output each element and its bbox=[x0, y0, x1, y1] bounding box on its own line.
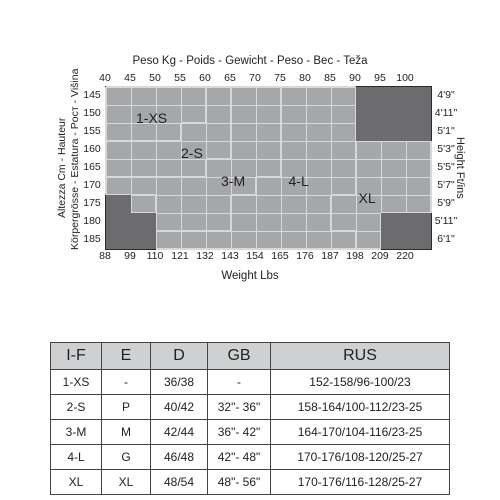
cm-tick: 145 bbox=[81, 89, 103, 101]
ft-tick: 5'3" bbox=[433, 143, 459, 155]
kg-tick: 50 bbox=[143, 72, 168, 84]
cm-tick: 155 bbox=[81, 125, 103, 137]
table-cell: 170-176/116-128/25-27 bbox=[271, 470, 450, 495]
table-cell: - bbox=[208, 370, 271, 395]
lbs-tick: 209 bbox=[368, 250, 393, 262]
lbs-tick: 165 bbox=[268, 250, 293, 262]
lbs-tick: 198 bbox=[343, 250, 368, 262]
conversion-table: I-F E D GB RUS 1-XS-36/38-152-158/96-100… bbox=[50, 342, 450, 495]
kg-tick: 75 bbox=[268, 72, 293, 84]
kg-tick: 65 bbox=[218, 72, 243, 84]
th-rus: RUS bbox=[271, 343, 450, 370]
table-header-row: I-F E D GB RUS bbox=[51, 343, 450, 370]
kg-tick: 45 bbox=[118, 72, 143, 84]
ft-tick: 6'1" bbox=[433, 233, 459, 245]
zone-label: XL bbox=[359, 190, 376, 206]
zone-cellblock bbox=[281, 87, 356, 177]
dead-zone bbox=[106, 195, 131, 249]
zone-label: 3-M bbox=[221, 173, 245, 189]
lbs-tick: 176 bbox=[293, 250, 318, 262]
cm-tick: 175 bbox=[81, 197, 103, 209]
table-cell: 2-S bbox=[51, 395, 102, 420]
chart-top-title: Peso Kg - Poids - Gewicht - Peso - Bec -… bbox=[0, 55, 500, 67]
table-cell: P bbox=[102, 395, 151, 420]
table-cell: 4-L bbox=[51, 445, 102, 470]
table-cell: 170-176/108-120/25-27 bbox=[271, 445, 450, 470]
th-d: D bbox=[151, 343, 208, 370]
kg-tick: 40 bbox=[93, 72, 118, 84]
kg-tick: 100 bbox=[393, 72, 418, 84]
table-cell: 164-170/104-116/23-25 bbox=[271, 420, 450, 445]
table-cell: 36/38 bbox=[151, 370, 208, 395]
table-row: XLXL48/5448"- 56"170-176/116-128/25-27 bbox=[51, 470, 450, 495]
cm-tick: 180 bbox=[81, 215, 103, 227]
table-cell: M bbox=[102, 420, 151, 445]
ft-tick: 5'1" bbox=[433, 125, 459, 137]
table-cell: 152-158/96-100/23 bbox=[271, 370, 450, 395]
cm-tick: 170 bbox=[81, 179, 103, 191]
table-cell: 48/54 bbox=[151, 470, 208, 495]
zone-label: 4-L bbox=[289, 173, 309, 189]
ft-tick: 4'9" bbox=[433, 89, 459, 101]
zone-cellblock bbox=[206, 87, 231, 141]
ft-tick: 5'7" bbox=[433, 179, 459, 191]
kg-tick: 80 bbox=[293, 72, 318, 84]
kg-tick: 60 bbox=[193, 72, 218, 84]
zone-cellblock bbox=[131, 195, 156, 213]
kg-tick: 90 bbox=[343, 72, 368, 84]
table-cell: XL bbox=[102, 470, 151, 495]
size-chart: 1-XS 2-S 3-M 4-L XL bbox=[105, 86, 432, 250]
table-cell: XL bbox=[51, 470, 102, 495]
zone-label: 2-S bbox=[181, 145, 203, 161]
cm-tick: 185 bbox=[81, 233, 103, 245]
table-cell: 158-164/100-112/23-25 bbox=[271, 395, 450, 420]
lbs-tick: 121 bbox=[168, 250, 193, 262]
table-row: 2-SP40/4232"- 36"158-164/100-112/23-25 bbox=[51, 395, 450, 420]
table-cell: 46/48 bbox=[151, 445, 208, 470]
dead-zone bbox=[381, 213, 431, 249]
ft-tick: 4'11" bbox=[433, 107, 459, 119]
lbs-tick: 110 bbox=[143, 250, 168, 262]
table-cell: 3-M bbox=[51, 420, 102, 445]
table-cell: 48"- 56" bbox=[208, 470, 271, 495]
lbs-tick: 132 bbox=[193, 250, 218, 262]
cm-tick: 150 bbox=[81, 107, 103, 119]
chart-bottom-title: Weight Lbs bbox=[0, 270, 500, 282]
lbs-tick: 143 bbox=[218, 250, 243, 262]
ft-tick: 5'11" bbox=[433, 215, 459, 227]
ft-tick: 5'5" bbox=[433, 161, 459, 173]
cm-tick: 160 bbox=[81, 143, 103, 155]
kg-tick: 85 bbox=[318, 72, 343, 84]
table-cell: 42"- 48" bbox=[208, 445, 271, 470]
lbs-tick: 220 bbox=[393, 250, 418, 262]
dead-zone bbox=[131, 213, 156, 249]
cm-tick: 165 bbox=[81, 161, 103, 173]
table-cell: 42/44 bbox=[151, 420, 208, 445]
table-cell: 32"- 36" bbox=[208, 395, 271, 420]
zone-cellblock bbox=[356, 231, 381, 249]
table-cell: 1-XS bbox=[51, 370, 102, 395]
kg-tick: 95 bbox=[368, 72, 393, 84]
table-row: 1-XS-36/38-152-158/96-100/23 bbox=[51, 370, 450, 395]
lbs-tick: 154 bbox=[243, 250, 268, 262]
chart-left-title: Altezza Cm - Hauteur Körpergrösse - Esta… bbox=[56, 85, 82, 250]
th-gb: GB bbox=[208, 343, 271, 370]
lbs-tick: 187 bbox=[318, 250, 343, 262]
table-cell: - bbox=[102, 370, 151, 395]
table-cell: G bbox=[102, 445, 151, 470]
table-row: 3-MM42/4436"- 42"164-170/104-116/23-25 bbox=[51, 420, 450, 445]
lbs-tick: 88 bbox=[93, 250, 118, 262]
table-cell: 36"- 42" bbox=[208, 420, 271, 445]
dead-zone bbox=[356, 87, 431, 141]
th-if: I-F bbox=[51, 343, 102, 370]
table-cell: 40/42 bbox=[151, 395, 208, 420]
ft-tick: 5'9" bbox=[433, 197, 459, 209]
table-row: 4-LG46/4842"- 48"170-176/108-120/25-27 bbox=[51, 445, 450, 470]
kg-tick: 70 bbox=[243, 72, 268, 84]
zone-label: 1-XS bbox=[136, 110, 167, 126]
lbs-tick: 99 bbox=[118, 250, 143, 262]
th-e: E bbox=[102, 343, 151, 370]
kg-tick: 55 bbox=[168, 72, 193, 84]
